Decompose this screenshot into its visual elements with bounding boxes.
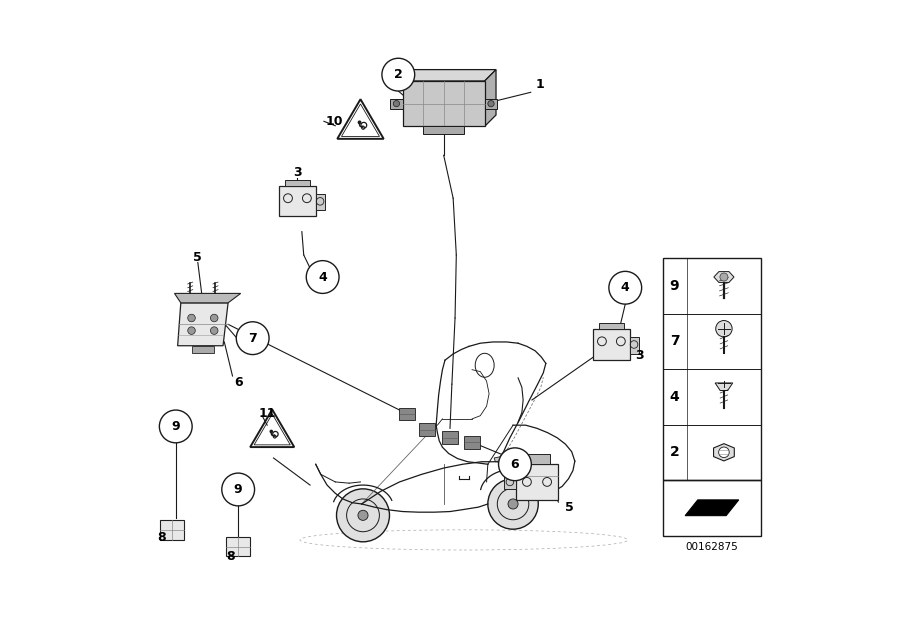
Text: 6: 6 bbox=[510, 458, 519, 471]
Polygon shape bbox=[714, 272, 734, 282]
Polygon shape bbox=[177, 303, 228, 346]
FancyBboxPatch shape bbox=[524, 455, 550, 464]
Circle shape bbox=[720, 273, 728, 281]
Text: 8: 8 bbox=[157, 531, 166, 544]
FancyBboxPatch shape bbox=[284, 179, 310, 186]
Text: 3: 3 bbox=[293, 167, 302, 179]
Circle shape bbox=[188, 327, 195, 335]
FancyBboxPatch shape bbox=[279, 186, 316, 216]
FancyBboxPatch shape bbox=[418, 424, 435, 436]
FancyBboxPatch shape bbox=[226, 537, 250, 556]
FancyBboxPatch shape bbox=[400, 408, 415, 420]
Polygon shape bbox=[485, 69, 496, 127]
Text: 9: 9 bbox=[234, 483, 242, 496]
Text: 4: 4 bbox=[621, 281, 630, 294]
Text: 2: 2 bbox=[394, 68, 402, 81]
Text: 00162875: 00162875 bbox=[686, 542, 738, 552]
Circle shape bbox=[488, 479, 538, 529]
FancyBboxPatch shape bbox=[442, 431, 458, 444]
FancyBboxPatch shape bbox=[160, 520, 184, 540]
Text: 4: 4 bbox=[319, 270, 327, 284]
Polygon shape bbox=[402, 69, 496, 81]
Circle shape bbox=[221, 473, 255, 506]
Circle shape bbox=[488, 100, 494, 107]
Circle shape bbox=[306, 261, 339, 293]
FancyBboxPatch shape bbox=[390, 99, 402, 109]
Polygon shape bbox=[494, 457, 501, 462]
FancyBboxPatch shape bbox=[504, 474, 516, 489]
Polygon shape bbox=[175, 293, 240, 303]
FancyBboxPatch shape bbox=[316, 194, 325, 211]
Text: 8: 8 bbox=[226, 550, 235, 563]
FancyBboxPatch shape bbox=[402, 81, 485, 127]
Circle shape bbox=[159, 410, 192, 443]
Circle shape bbox=[337, 489, 390, 542]
FancyBboxPatch shape bbox=[485, 99, 498, 109]
Text: 3: 3 bbox=[634, 349, 644, 363]
Polygon shape bbox=[685, 500, 739, 516]
Circle shape bbox=[719, 447, 729, 457]
Circle shape bbox=[188, 314, 195, 322]
Text: 11: 11 bbox=[258, 407, 276, 420]
Circle shape bbox=[393, 100, 400, 107]
Circle shape bbox=[357, 120, 362, 124]
FancyBboxPatch shape bbox=[630, 337, 639, 354]
Text: 9: 9 bbox=[171, 420, 180, 433]
Circle shape bbox=[499, 448, 531, 481]
Text: 7: 7 bbox=[248, 332, 257, 345]
Circle shape bbox=[211, 327, 218, 335]
Text: 9: 9 bbox=[670, 279, 680, 293]
Text: 5: 5 bbox=[565, 501, 574, 514]
Polygon shape bbox=[714, 444, 734, 461]
FancyBboxPatch shape bbox=[423, 127, 464, 134]
Text: 7: 7 bbox=[670, 335, 680, 349]
FancyBboxPatch shape bbox=[593, 329, 630, 359]
Circle shape bbox=[269, 430, 273, 433]
Circle shape bbox=[211, 314, 218, 322]
Text: 1: 1 bbox=[536, 78, 544, 91]
FancyBboxPatch shape bbox=[516, 464, 558, 500]
FancyBboxPatch shape bbox=[192, 346, 214, 354]
FancyBboxPatch shape bbox=[464, 436, 480, 448]
FancyBboxPatch shape bbox=[598, 322, 625, 329]
Circle shape bbox=[358, 510, 368, 520]
Circle shape bbox=[716, 321, 732, 337]
Circle shape bbox=[237, 322, 269, 354]
Text: 6: 6 bbox=[235, 376, 243, 389]
Circle shape bbox=[508, 499, 518, 509]
Circle shape bbox=[382, 59, 415, 91]
Polygon shape bbox=[716, 383, 733, 391]
Text: 2: 2 bbox=[670, 445, 680, 459]
Circle shape bbox=[609, 272, 642, 304]
Text: 10: 10 bbox=[326, 115, 344, 128]
Text: 5: 5 bbox=[194, 251, 202, 264]
Text: 4: 4 bbox=[670, 390, 680, 404]
